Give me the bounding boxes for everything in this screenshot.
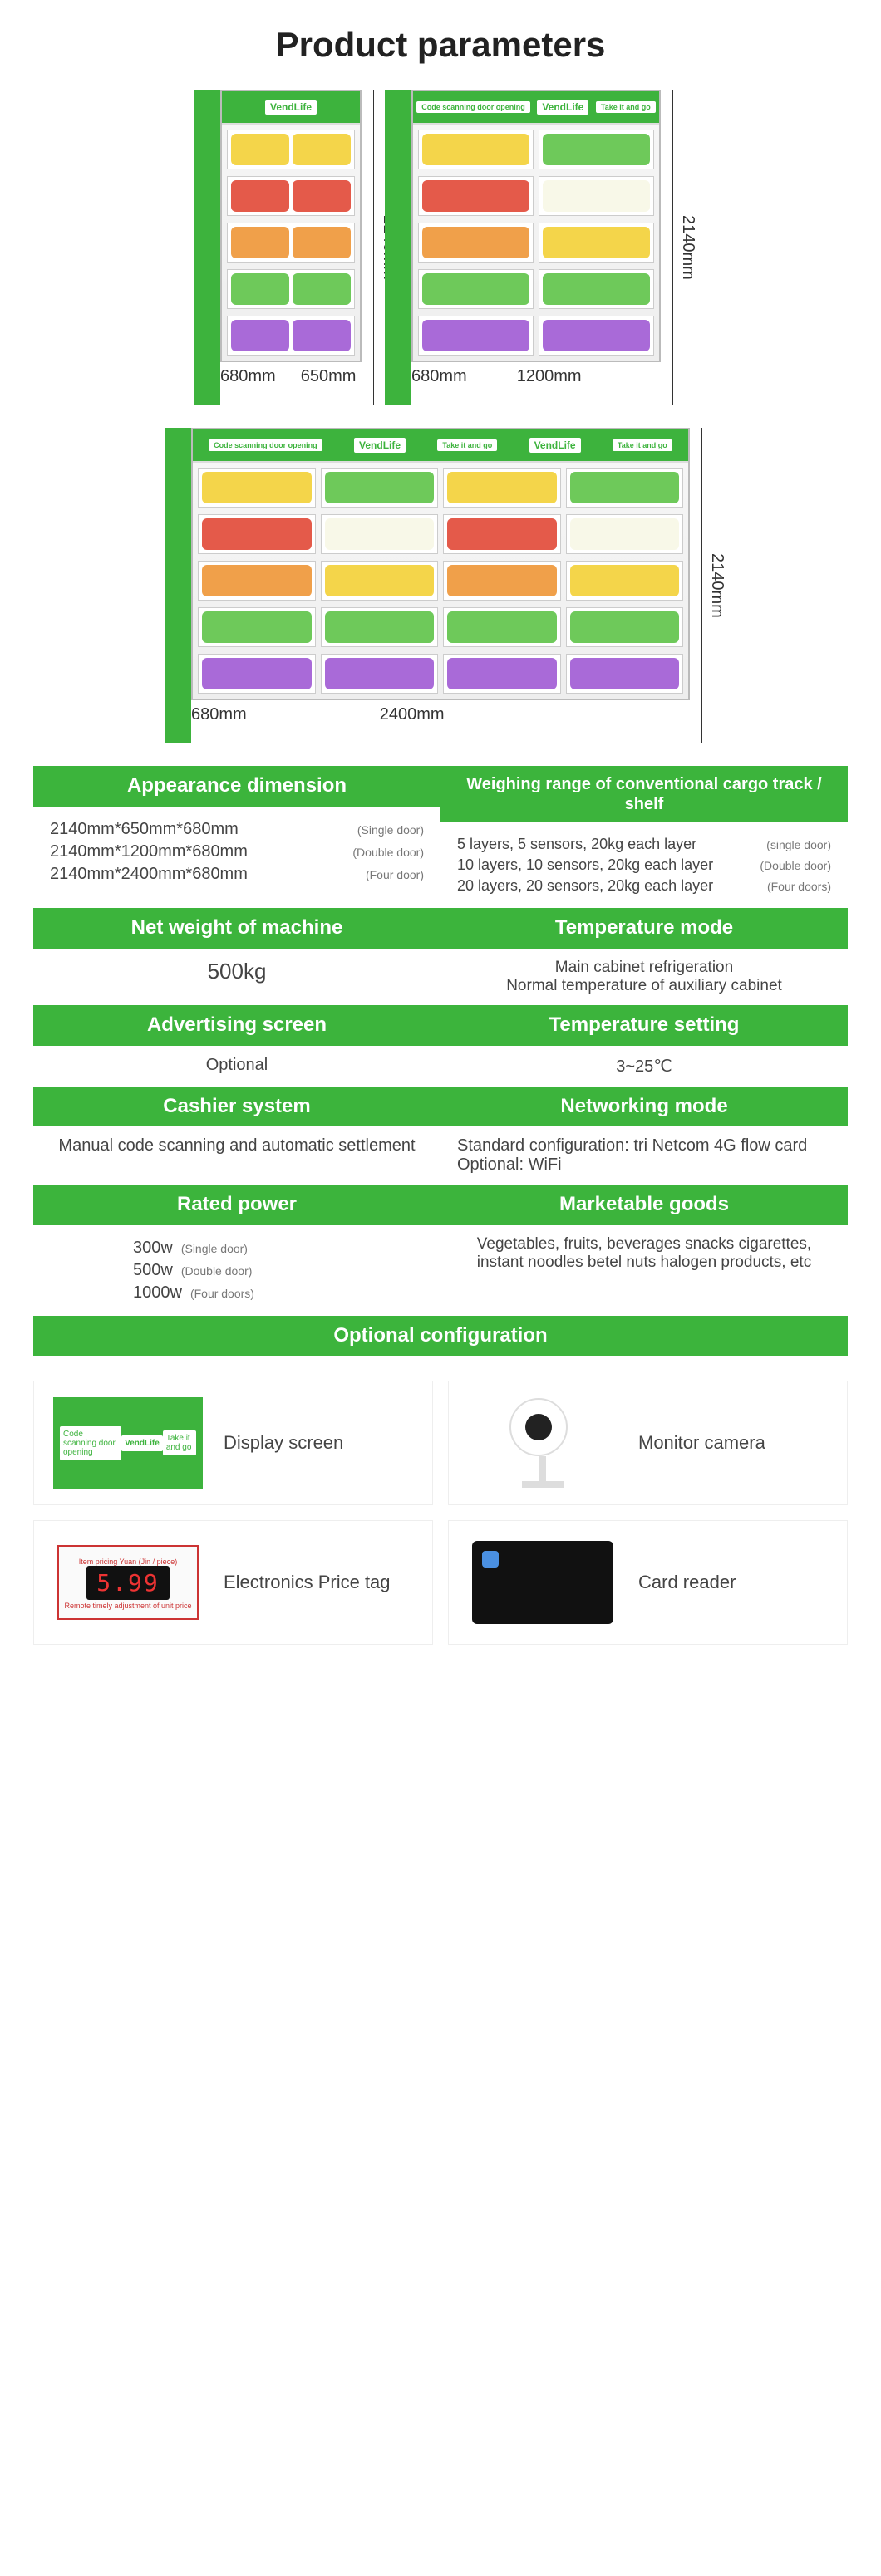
hdr-tempset: Temperature setting [440,1005,848,1046]
cabinet-four: Code scanning door opening VendLife Take… [191,428,690,724]
page-title: Product parameters [33,25,848,65]
body-network: Standard configuration: tri Netcom 4G fl… [440,1126,848,1185]
body-market: Vegetables, fruits, beverages snacks cig… [440,1225,848,1282]
hdr-tempmode: Temperature mode [440,908,848,949]
body-appearance: 2140mm*650mm*680mm(Single door) 2140mm*1… [33,807,440,897]
dim-width-double: 1200mm [517,367,582,386]
tag-left: Code scanning door opening [416,101,530,113]
hdr-weighing: Weighing range of conventional cargo tra… [440,766,848,822]
brand-label: VendLife [265,100,317,115]
opt-display-label: Display screen [224,1432,343,1454]
dim-height-double: 2140mm [678,215,697,280]
pricetag-icon: Item pricing Yuan (Jin / piece) 5.99 Rem… [49,1533,207,1632]
cabinet-row-2: Code scanning door opening VendLife Take… [33,428,848,724]
dim-height-four: 2140mm [707,553,726,618]
hdr-cashier: Cashier system [33,1087,440,1127]
optional-grid: Code scanning door opening VendLife Take… [33,1381,848,1645]
dim-depth-four: 680mm [191,705,247,724]
opt-display: Code scanning door opening VendLife Take… [33,1381,433,1505]
body-power: 300w(Single door) 500w(Double door) 1000… [33,1225,440,1316]
dim-depth-single: 680mm [220,367,276,386]
opt-cardreader: Card reader [448,1520,848,1645]
body-cashier: Manual code scanning and automatic settl… [33,1126,440,1165]
body-adv: Optional [33,1046,440,1085]
hdr-network: Networking mode [440,1087,848,1127]
dim-depth-double: 680mm [411,367,467,386]
dim-width-single: 650mm [301,367,357,386]
hdr-appearance: Appearance dimension [33,766,440,807]
opt-cardreader-label: Card reader [638,1572,736,1593]
body-netweight: 500kg [33,949,440,994]
cabinet-double: Code scanning door opening VendLife Take… [411,90,661,386]
hdr-adv: Advertising screen [33,1005,440,1046]
cardreader-icon [464,1533,622,1632]
opt-camera: Monitor camera [448,1381,848,1505]
hdr-power: Rated power [33,1185,440,1225]
tag-right: Take it and go [596,101,656,113]
brand-label: VendLife [537,100,588,115]
hdr-netweight: Net weight of machine [33,908,440,949]
hdr-optional: Optional configuration [33,1316,848,1356]
body-tempset: 3~25℃ [440,1046,848,1087]
opt-camera-label: Monitor camera [638,1432,765,1454]
cabinet-single: VendLife 2140mm 680mm 650mm [220,90,362,386]
spec-table: Appearance dimension 2140mm*650mm*680mm(… [33,766,848,1356]
body-tempmode: Main cabinet refrigeration Normal temper… [440,949,848,1005]
dim-width-four: 2400mm [380,705,445,724]
camera-icon [464,1393,622,1493]
opt-pricetag: Item pricing Yuan (Jin / piece) 5.99 Rem… [33,1520,433,1645]
body-weighing: 5 layers, 5 sensors, 20kg each layer(sin… [440,822,848,908]
cabinet-row-1: VendLife 2140mm 680mm 650mm [33,90,848,386]
opt-pricetag-label: Electronics Price tag [224,1572,391,1593]
display-mock-icon: Code scanning door opening VendLife Take… [49,1393,207,1493]
hdr-market: Marketable goods [440,1185,848,1225]
